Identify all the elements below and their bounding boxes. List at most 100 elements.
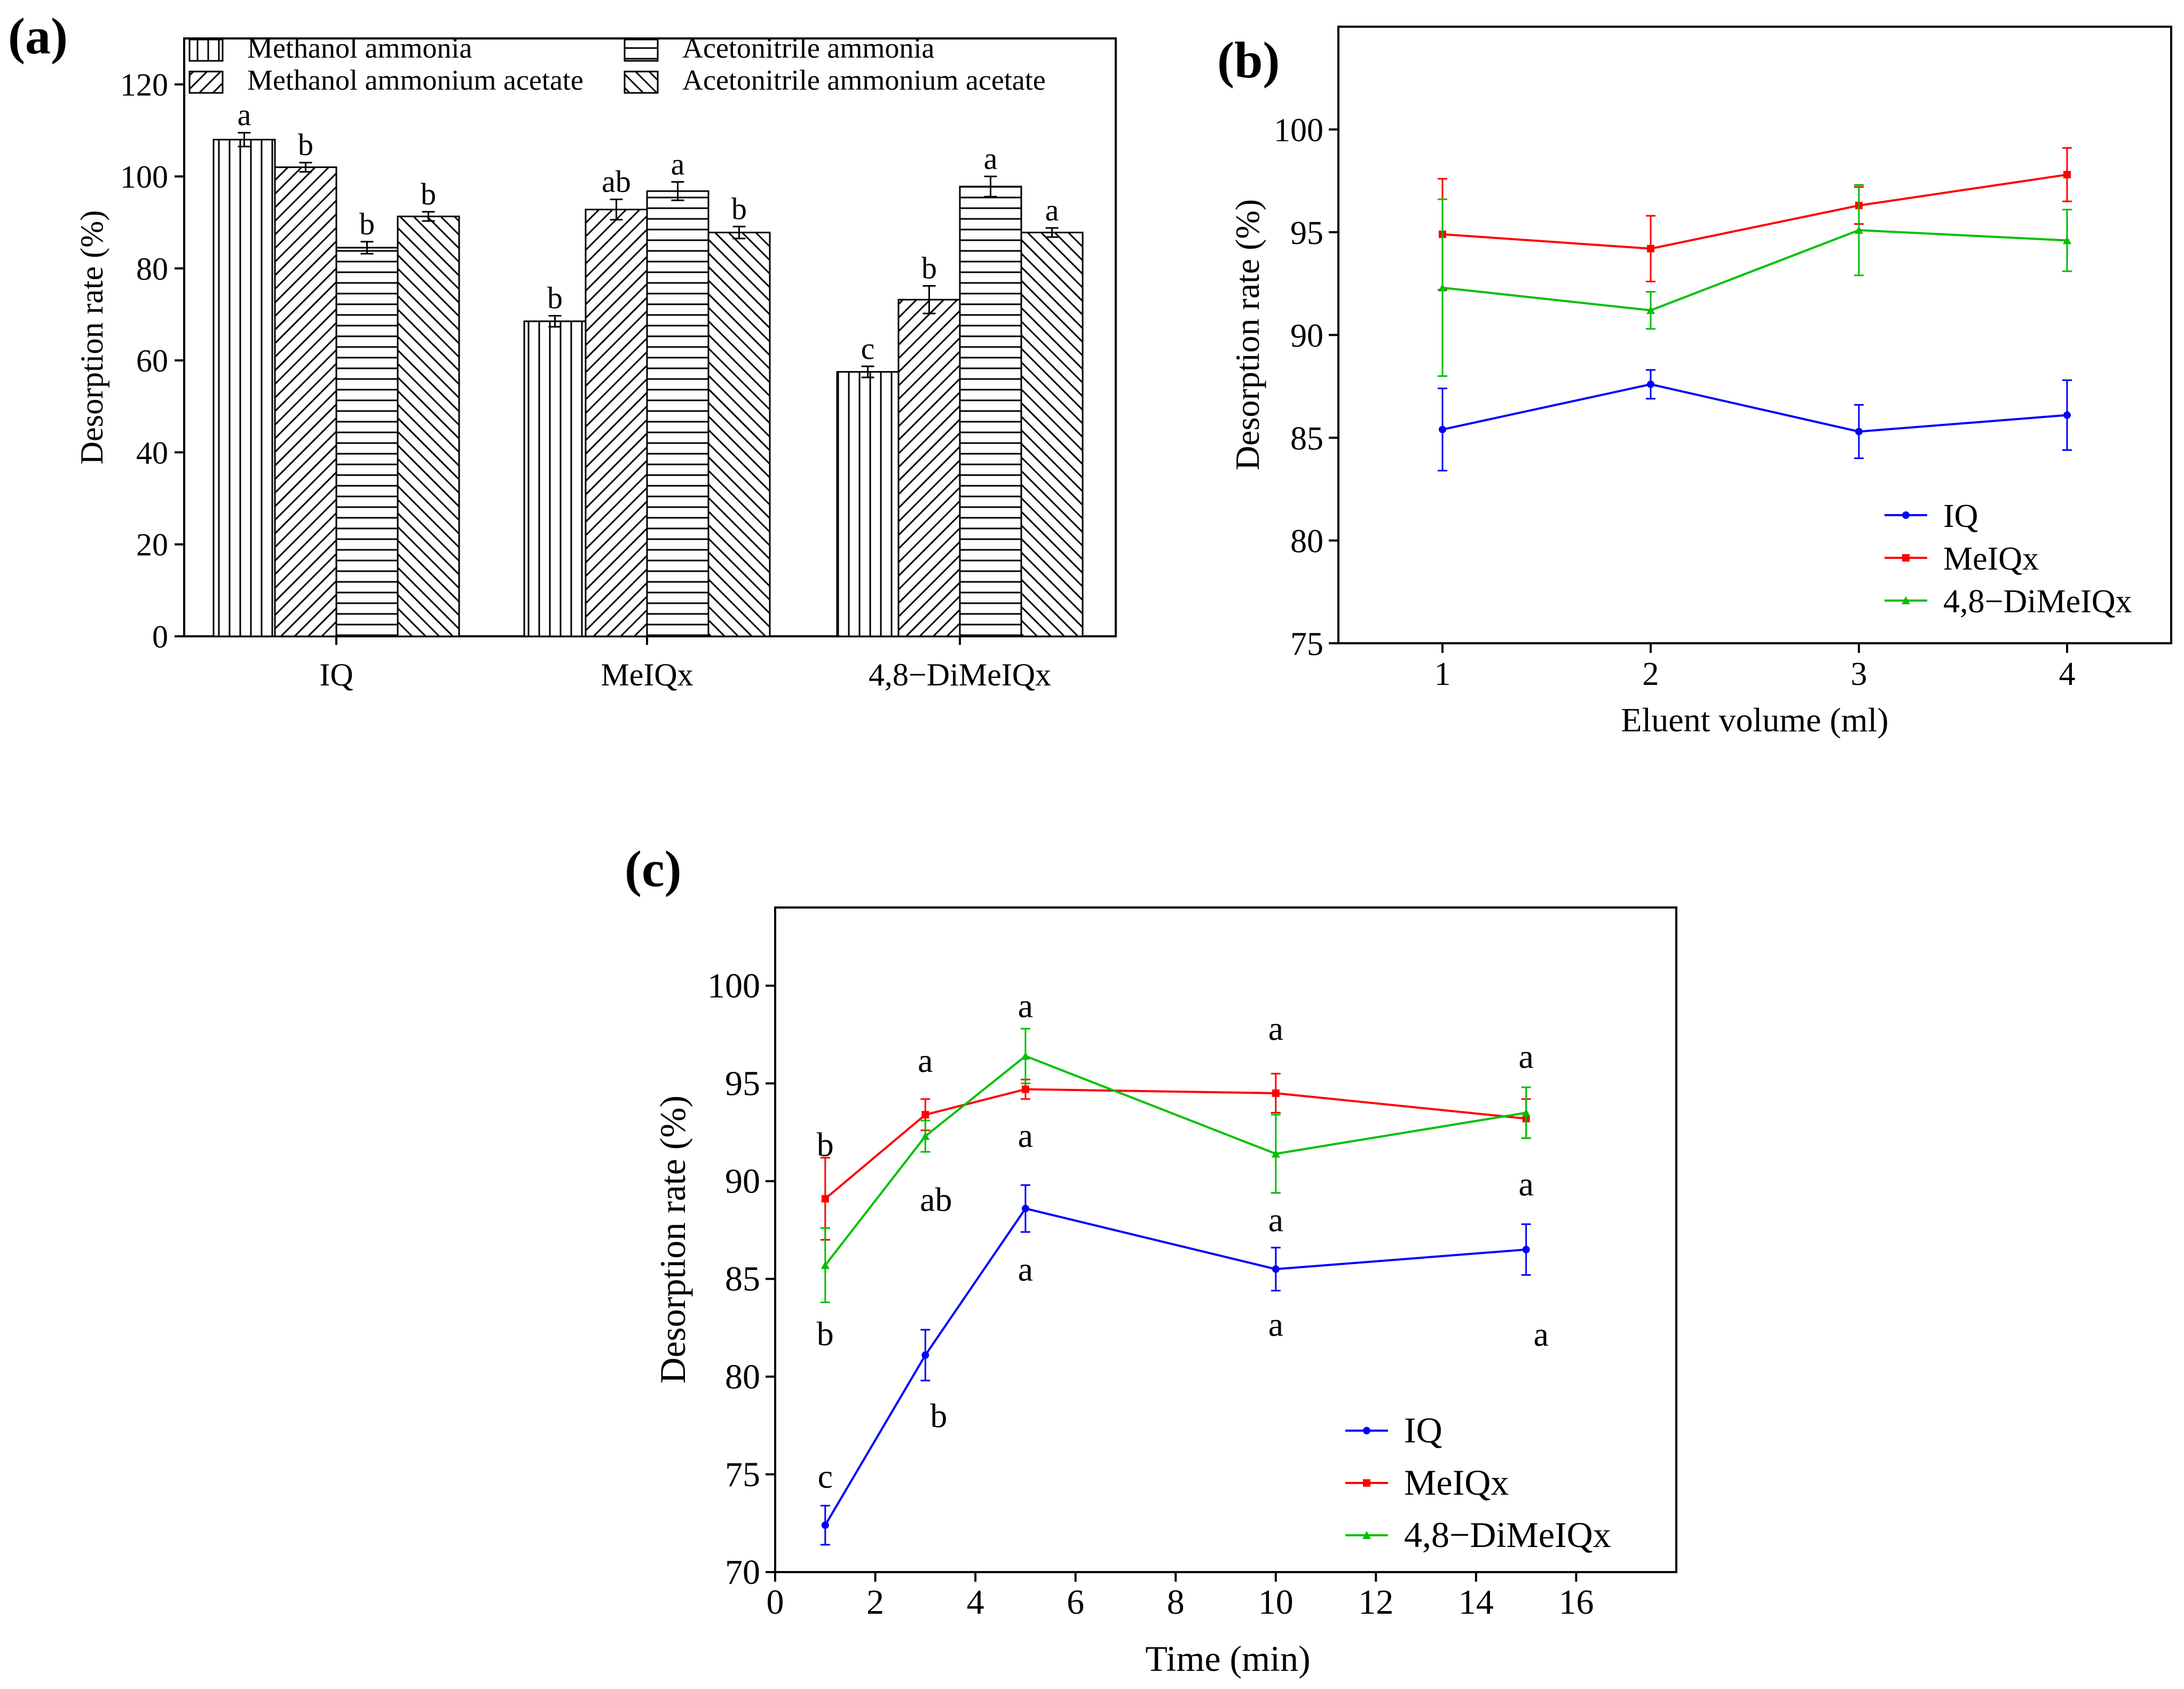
a-error-bar	[984, 175, 997, 198]
b-data-point	[1647, 380, 1654, 388]
b-legend-marker	[1902, 596, 1910, 604]
b-series-line	[1442, 383, 2068, 433]
a-legend-swatch	[188, 38, 224, 62]
panel-b-axes: 75 80 85 90 95 100 1 2 3 4	[1274, 113, 2076, 693]
panel-c-ylabel: Desorption rate (%)	[652, 1095, 693, 1384]
c-significance-letter: a	[1518, 1037, 1533, 1075]
a-bar	[897, 298, 961, 637]
c-x-tick-label: 2	[866, 1583, 884, 1622]
a-legend-label: Acetonitrile ammonium acetate	[682, 64, 1046, 96]
b-series-line	[1442, 229, 2068, 312]
panel-c-xlabel: Time (min)	[1145, 1638, 1310, 1679]
a-significance-letter: b	[421, 177, 436, 211]
c-significance-letter: a	[1018, 1250, 1033, 1288]
a-y-tick-label: 60	[136, 343, 168, 378]
a-significance-letter: c	[861, 331, 875, 366]
c-x-tick-label: 10	[1258, 1583, 1294, 1622]
c-x-tick-label: 0	[767, 1583, 784, 1622]
a-bar	[335, 247, 399, 637]
b-y-tick-label: 100	[1274, 113, 1323, 149]
panel-b-label: (b)	[1217, 31, 1280, 89]
c-significance-letter: a	[1268, 1305, 1283, 1343]
c-significance-letter: a	[1018, 987, 1033, 1025]
a-y-tick-label: 0	[152, 619, 168, 654]
a-error-bar	[1045, 227, 1059, 238]
c-data-point	[821, 1195, 829, 1203]
c-legend-label: MeIQx	[1404, 1462, 1509, 1503]
c-data-point	[1272, 1265, 1280, 1273]
a-bar	[959, 185, 1022, 637]
a-bar	[836, 371, 900, 637]
a-error-bar	[671, 181, 684, 201]
c-series-line	[824, 1055, 1526, 1266]
c-significance-letter: c	[818, 1457, 833, 1495]
c-legend-label: 4,8−DiMeIQx	[1404, 1514, 1611, 1555]
b-data-point	[1855, 226, 1863, 234]
a-legend-label: Methanol ammonia	[247, 32, 472, 64]
b-legend-label: 4,8−DiMeIQx	[1943, 583, 2132, 620]
panel-a-label: (a)	[8, 7, 68, 65]
c-data-point	[921, 1132, 930, 1140]
c-y-tick-label: 100	[707, 966, 760, 1005]
c-y-tick-label: 85	[725, 1260, 760, 1299]
b-data-point	[1647, 244, 1654, 252]
a-bar	[646, 190, 709, 637]
b-data-point	[2063, 411, 2071, 419]
panel-b-series	[1438, 147, 2072, 472]
a-bar	[1020, 232, 1084, 637]
b-data-point	[1855, 428, 1863, 436]
a-error-bar	[861, 365, 874, 378]
panel-b-ylabel: Desorption rate (%)	[1228, 199, 1266, 470]
c-x-tick-label: 16	[1558, 1583, 1594, 1622]
a-error-bar	[548, 315, 562, 328]
panel-c-label: (c)	[625, 840, 682, 897]
c-significance-letter: a	[1518, 1165, 1533, 1203]
c-data-point	[921, 1351, 929, 1359]
b-data-point	[2063, 171, 2071, 179]
a-legend-swatch	[188, 70, 224, 94]
c-x-tick-label: 6	[1067, 1583, 1084, 1622]
a-error-bar	[299, 162, 312, 173]
c-y-tick-label: 80	[725, 1357, 760, 1396]
panel-c-legend: IQ MeIQx 4,8−DiMeIQx	[1345, 1410, 1611, 1555]
c-data-point	[1522, 1245, 1530, 1253]
b-legend-label: IQ	[1943, 498, 1978, 534]
c-data-point	[1021, 1052, 1030, 1060]
b-y-tick-label: 90	[1290, 318, 1323, 354]
a-legend-swatch	[624, 70, 659, 94]
b-x-tick-label: 3	[1851, 656, 1867, 692]
c-significance-letter: ab	[920, 1180, 952, 1218]
a-error-bar	[923, 285, 936, 314]
c-significance-letter: a	[918, 1041, 933, 1079]
c-significance-letter: b	[817, 1126, 834, 1164]
a-error-bar	[238, 132, 251, 147]
a-y-tick-label: 80	[136, 251, 168, 287]
c-data-point	[821, 1261, 830, 1269]
b-series-line	[1442, 173, 2068, 250]
b-x-tick-label: 2	[1643, 656, 1659, 692]
c-x-tick-label: 12	[1358, 1583, 1393, 1622]
c-significance-letter: b	[930, 1397, 947, 1435]
a-y-tick-label: 100	[120, 159, 168, 194]
b-y-tick-label: 80	[1290, 524, 1323, 560]
c-y-tick-label: 95	[725, 1064, 760, 1103]
panel-b-line-chart: 75 80 85 90 95 100 1 2 3 4 Eluent volume (ml) Des…	[1228, 26, 2172, 739]
panel-a-x-axis: IQ MeIQx 4,8−DiMeIQx	[319, 636, 1051, 692]
b-data-point	[1646, 306, 1655, 314]
c-legend-marker	[1363, 1427, 1370, 1434]
c-significance-letter: a	[1533, 1315, 1548, 1353]
panel-a-ylabel: Desorption rate (%)	[74, 210, 109, 464]
a-bar	[707, 232, 771, 637]
c-legend-marker	[1362, 1531, 1371, 1539]
c-y-tick-label: 75	[725, 1455, 760, 1494]
a-legend-swatch	[624, 38, 659, 62]
b-y-tick-label: 85	[1290, 421, 1323, 457]
a-bar	[212, 139, 276, 637]
c-y-tick-label: 70	[725, 1553, 760, 1592]
c-data-point	[1521, 1108, 1531, 1117]
c-x-tick-label: 8	[1167, 1583, 1185, 1622]
panel-b-frame	[1337, 26, 2172, 644]
